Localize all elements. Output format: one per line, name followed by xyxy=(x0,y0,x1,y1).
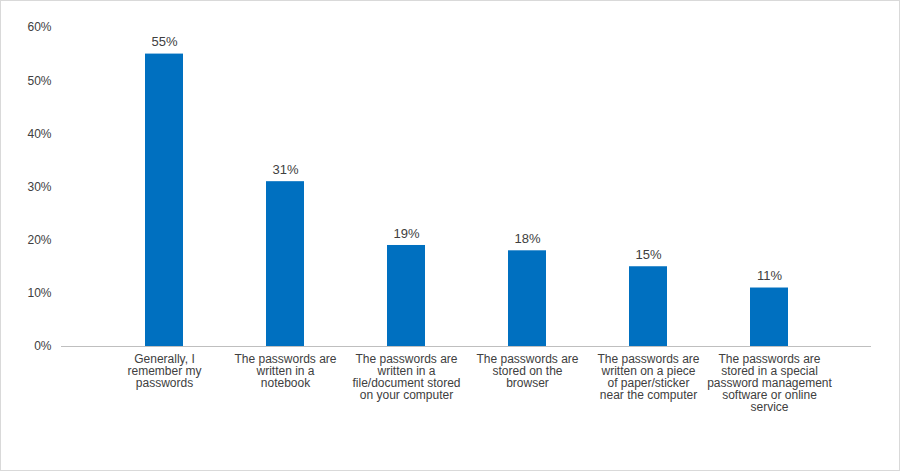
svg-text:Generally, Iremember mypasswor: Generally, Iremember mypasswords xyxy=(127,352,201,390)
svg-text:60%: 60% xyxy=(27,20,51,34)
svg-text:10%: 10% xyxy=(27,286,51,300)
svg-text:15%: 15% xyxy=(635,247,661,262)
svg-text:The passwords arewritten on a: The passwords arewritten on a pieceof pa… xyxy=(597,352,699,402)
svg-text:11%: 11% xyxy=(757,268,782,283)
svg-text:30%: 30% xyxy=(27,180,51,194)
svg-text:40%: 40% xyxy=(27,127,51,141)
svg-text:31%: 31% xyxy=(272,162,298,177)
svg-text:20%: 20% xyxy=(27,233,51,247)
svg-text:50%: 50% xyxy=(27,74,51,88)
svg-text:The passwords arewritten in af: The passwords arewritten in afile/docume… xyxy=(352,352,460,402)
svg-text:The passwords arestored in a s: The passwords arestored in a specialpass… xyxy=(707,352,832,414)
svg-text:The passwords arewritten in an: The passwords arewritten in anotebook xyxy=(234,352,336,390)
svg-text:The passwords arestored on the: The passwords arestored on thebrowser xyxy=(476,352,578,390)
svg-text:0%: 0% xyxy=(34,339,52,353)
svg-text:18%: 18% xyxy=(514,231,540,246)
svg-text:55%: 55% xyxy=(151,34,177,49)
svg-text:19%: 19% xyxy=(393,226,419,241)
